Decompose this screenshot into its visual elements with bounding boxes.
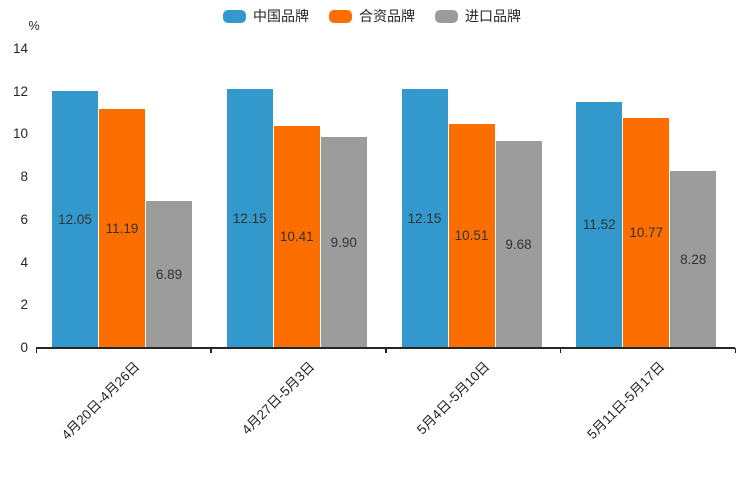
- x-axis-tick: [734, 348, 736, 353]
- legend: 中国品牌 合资品牌 进口品牌: [0, 6, 744, 26]
- x-axis-label: 4月27日-5月3日: [239, 358, 318, 438]
- bar-value-label: 10.77: [629, 225, 664, 241]
- legend-swatch-icon: [329, 9, 352, 23]
- y-axis-tick-label: 14: [12, 41, 28, 56]
- bar: 8.28: [670, 171, 717, 348]
- bar: 11.19: [99, 109, 145, 348]
- bar-value-label: 9.90: [330, 234, 357, 250]
- y-axis-tick-label: 12: [12, 83, 28, 99]
- x-axis-tick: [35, 348, 37, 353]
- bar-value-label: 12.05: [58, 211, 92, 227]
- y-axis-tick-label: 2: [20, 297, 28, 313]
- bar-value-label: 8.28: [680, 252, 707, 268]
- y-axis-tick-label: 0: [20, 340, 28, 355]
- legend-swatch-icon: [223, 9, 246, 23]
- bar-value-label: 6.89: [155, 266, 183, 282]
- legend-item: 进口品牌: [435, 6, 521, 26]
- bar: 12.15: [401, 88, 448, 348]
- bar: 10.77: [623, 117, 670, 348]
- bar: 9.90: [320, 136, 367, 348]
- x-axis-label: 5月11日-5月17日: [583, 358, 668, 442]
- bar-value-label: 12.15: [407, 210, 442, 226]
- x-axis-tick: [210, 348, 212, 353]
- bar-value-label: 10.51: [454, 228, 489, 244]
- legend-item: 合资品牌: [329, 6, 415, 26]
- legend-item: 中国品牌: [223, 6, 309, 26]
- y-axis-tick-label: 6: [20, 211, 28, 227]
- x-axis-line: [36, 347, 735, 349]
- bar: 12.15: [226, 88, 273, 348]
- bar: 9.68: [495, 141, 542, 348]
- bar: 11.52: [576, 101, 623, 348]
- x-axis-tick: [559, 348, 562, 353]
- legend-swatch-icon: [435, 9, 458, 23]
- y-axis-tick-label: 10: [12, 126, 28, 142]
- bar-value-label: 12.15: [232, 210, 267, 226]
- x-axis-label: 4月20日-4月26日: [58, 358, 143, 443]
- legend-item-label: 中国品牌: [253, 8, 309, 24]
- bar: 12.05: [52, 90, 98, 348]
- legend-item-label: 进口品牌: [465, 8, 521, 24]
- bar-value-label: 9.68: [505, 237, 532, 253]
- bar: 10.51: [448, 123, 495, 348]
- bar-value-label: 11.19: [105, 220, 139, 236]
- x-axis-label: 5月4日-5月10日: [413, 358, 493, 438]
- y-axis-unit-label: %: [28, 19, 40, 33]
- y-axis-tick-label: 4: [20, 254, 28, 270]
- legend-item-label: 合资品牌: [359, 8, 415, 24]
- bar-value-label: 11.52: [582, 217, 616, 233]
- bar: 10.41: [273, 125, 320, 348]
- y-axis-tick-label: 8: [20, 169, 28, 185]
- bar-value-label: 10.41: [279, 229, 314, 245]
- bar: 6.89: [146, 200, 192, 348]
- x-axis-tick: [385, 348, 387, 353]
